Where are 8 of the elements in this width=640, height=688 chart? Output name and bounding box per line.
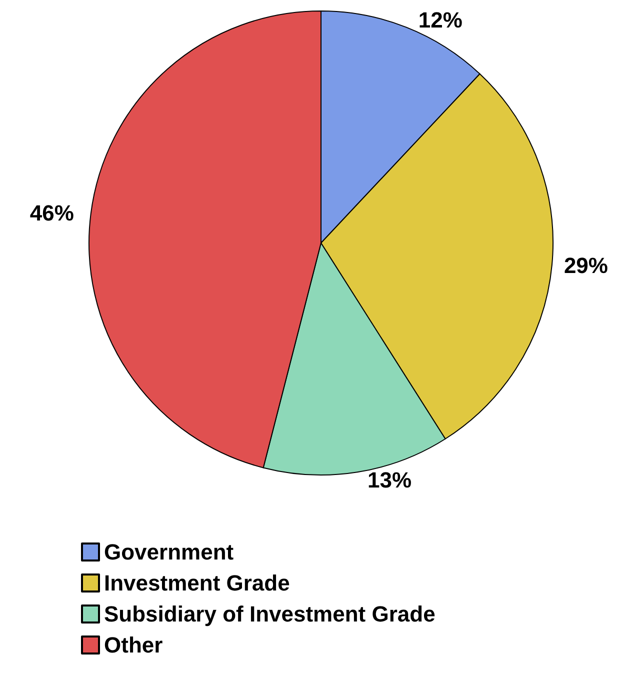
data-label: 13% (368, 468, 412, 493)
legend-label: Other (104, 632, 164, 658)
legend-label: Subsidiary of Investment Grade (104, 602, 436, 626)
data-label: 46% (30, 200, 74, 226)
data-label: 29% (564, 253, 608, 278)
data-label: 12% (418, 8, 462, 32)
legend-label: Government (104, 540, 234, 564)
legend-label: Investment Grade (104, 570, 290, 596)
